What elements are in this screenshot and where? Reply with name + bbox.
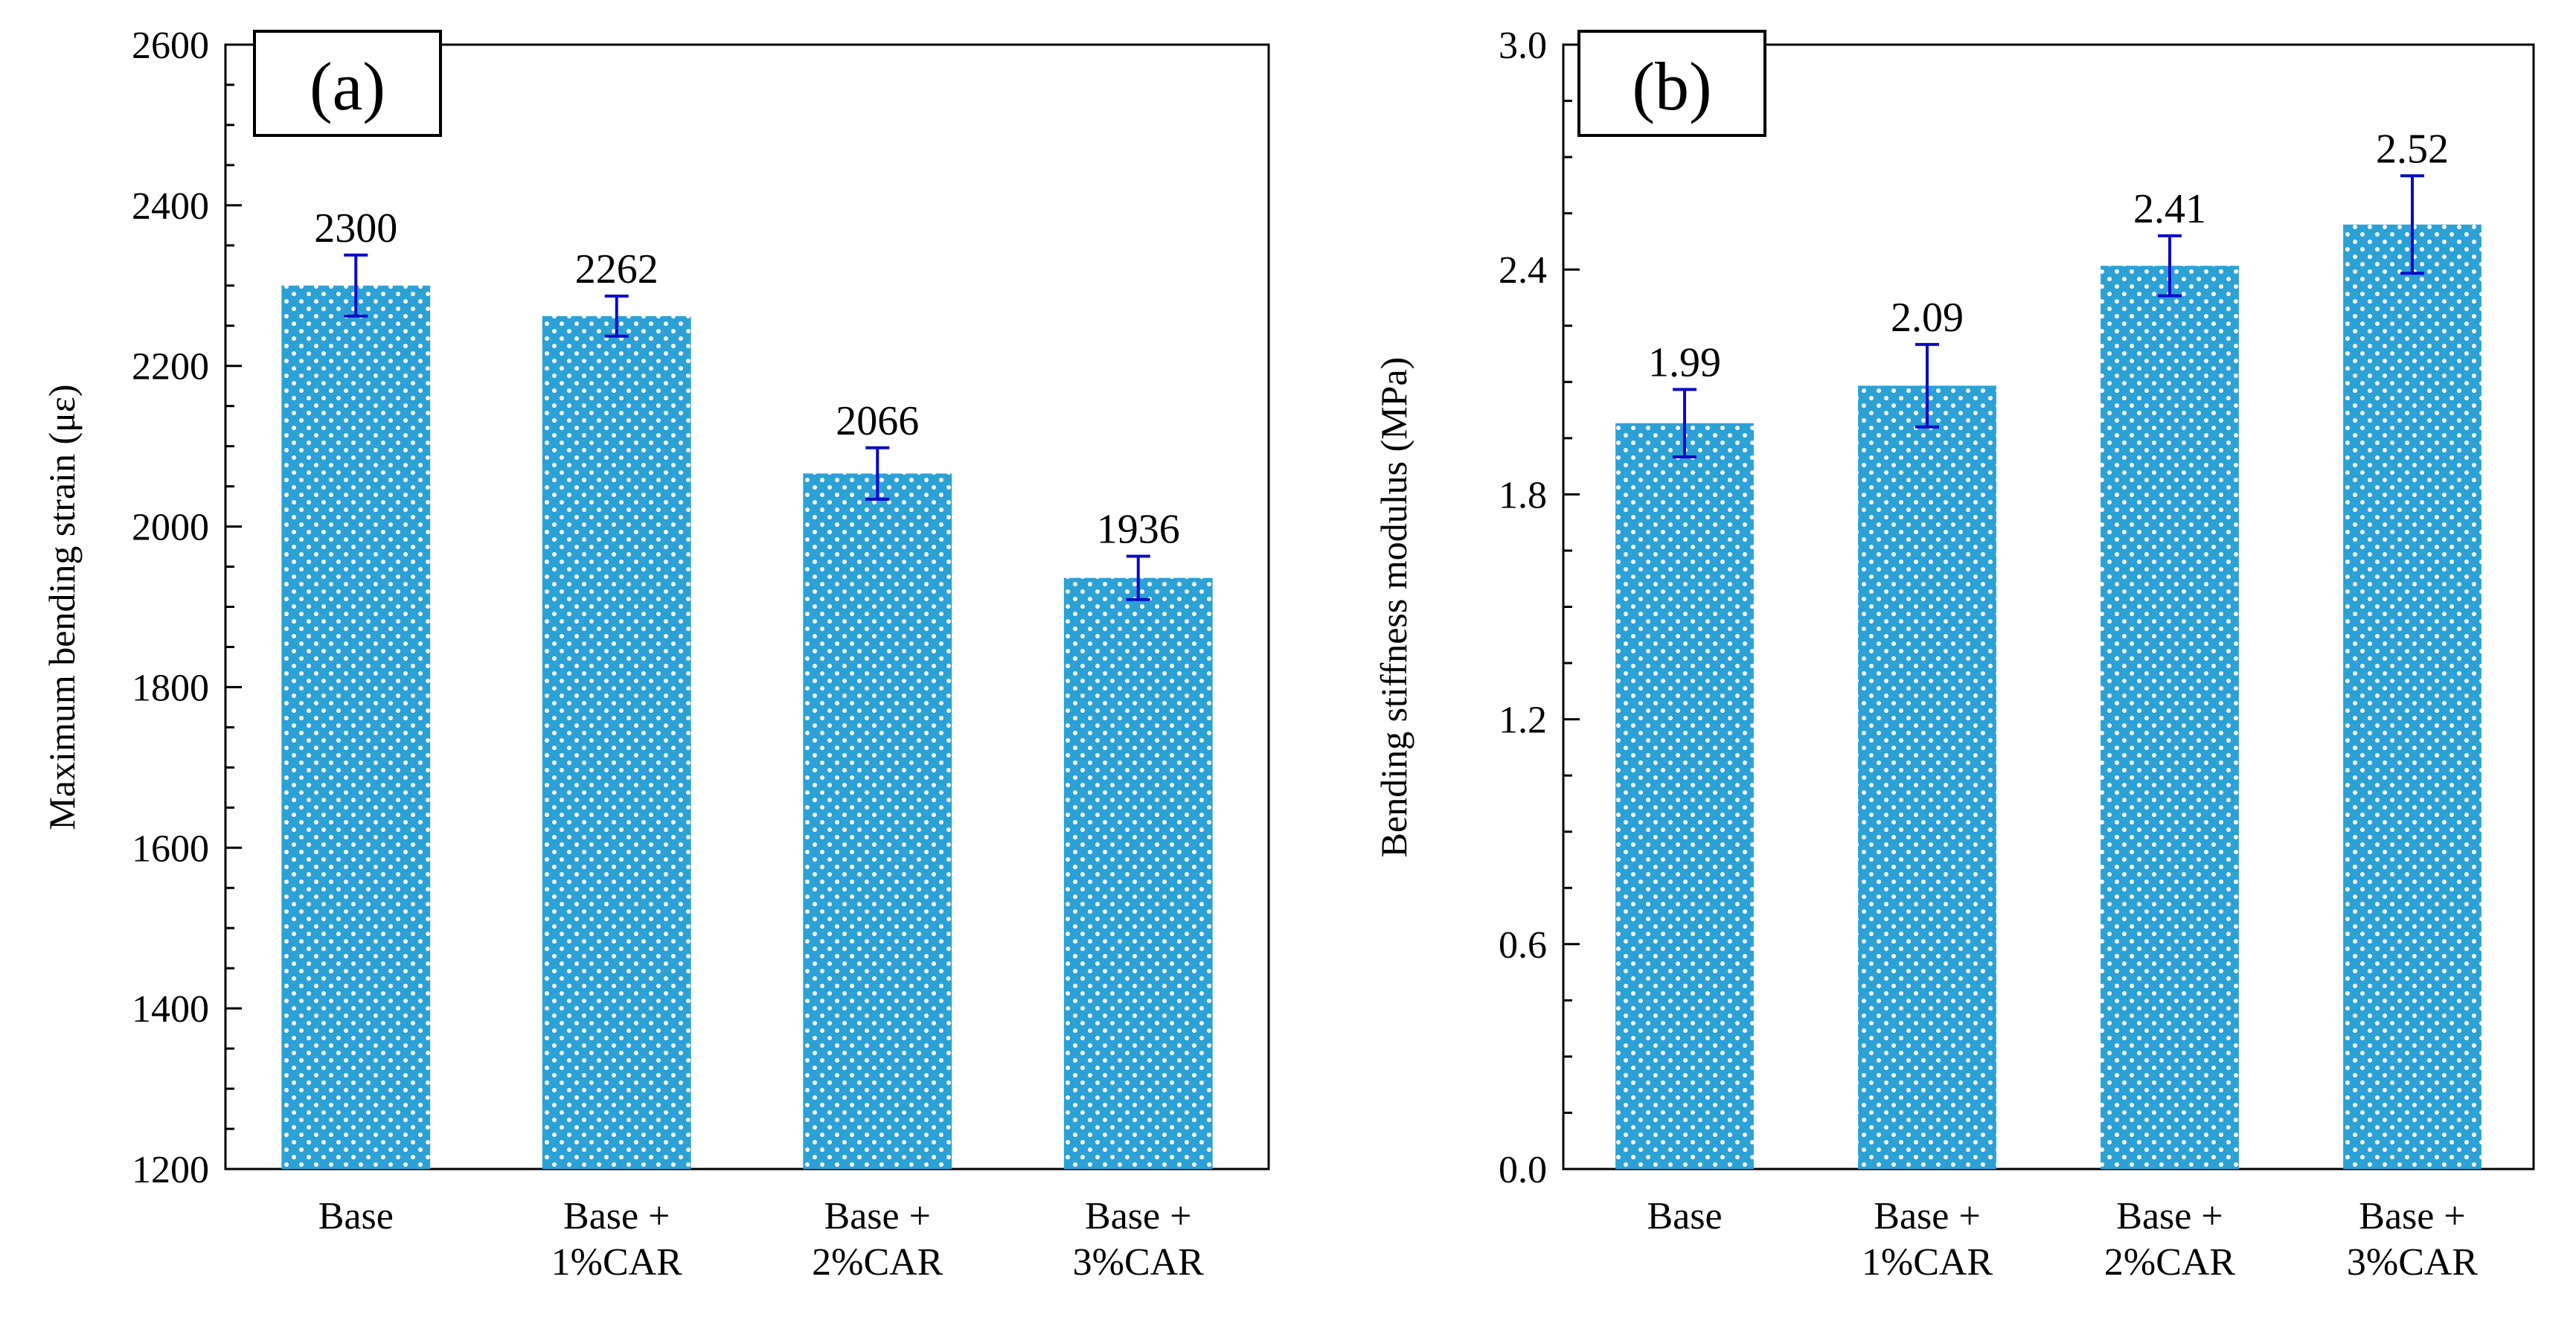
- x-category-label: Base +: [1874, 1195, 1980, 1237]
- x-category-label: 3%CAR: [2347, 1241, 2479, 1284]
- x-category-label: Base: [1647, 1195, 1722, 1237]
- bar: [1615, 423, 1754, 1169]
- bar-value-label: 2262: [575, 246, 659, 292]
- y-tick-label: 2600: [132, 25, 209, 67]
- x-category-label: 1%CAR: [1862, 1241, 1993, 1284]
- panel-label-box: [1577, 30, 1766, 137]
- x-category-label: 2%CAR: [812, 1241, 943, 1284]
- y-axis-title: Bending stiffness modulus (MPa): [1373, 357, 1414, 858]
- x-category-label: Base +: [824, 1195, 931, 1237]
- x-category-label: Base +: [563, 1195, 670, 1237]
- x-category-label: 1%CAR: [551, 1241, 683, 1284]
- y-tick-label: 2400: [132, 185, 209, 228]
- y-tick-label: 1.8: [1499, 474, 1547, 516]
- bar-value-label: 2.09: [1891, 295, 1964, 341]
- x-category-label: 2%CAR: [2104, 1241, 2236, 1284]
- y-tick-label: 1200: [132, 1149, 209, 1191]
- bar-value-label: 1936: [1097, 507, 1180, 553]
- y-axis-title: Maximum bending strain (με): [41, 384, 83, 830]
- bar: [2343, 224, 2482, 1169]
- bar-value-label: 2.41: [2133, 186, 2206, 232]
- y-tick-label: 0.6: [1499, 924, 1547, 967]
- bar-value-label: 1.99: [1648, 339, 1721, 385]
- bar-value-label: 2066: [836, 398, 919, 444]
- bar: [542, 316, 691, 1169]
- y-tick-label: 2.4: [1499, 249, 1547, 292]
- panel-b: 0.0 0.6 1.2 1.8 2.4 3.0 Bending stiffness modu…: [1373, 25, 2535, 1284]
- y-tick-label: 1600: [132, 827, 209, 870]
- x-category-label: Base +: [2359, 1195, 2465, 1237]
- bar: [1063, 577, 1213, 1169]
- panel-label-box: [253, 30, 442, 137]
- panel-label: (b): [1632, 48, 1711, 124]
- bar: [1858, 385, 1996, 1169]
- x-category-label: Base: [318, 1195, 394, 1237]
- panel-label: (a): [310, 48, 385, 124]
- bar-value-label: 2300: [314, 205, 397, 252]
- x-category-label: 3%CAR: [1073, 1241, 1205, 1284]
- x-category-label: Base +: [2116, 1195, 2223, 1237]
- y-tick-label: 0.0: [1499, 1149, 1547, 1191]
- bar: [281, 285, 431, 1170]
- y-tick-label: 3.0: [1499, 25, 1547, 67]
- bar: [2101, 266, 2239, 1169]
- panel-a: 1200 1400 1600 1800 2000 2200 2400 2600 Maximum …: [41, 25, 1270, 1284]
- y-tick-label: 1800: [132, 667, 209, 709]
- y-tick-label: 2000: [132, 507, 209, 549]
- bar-value-label: 2.52: [2376, 126, 2449, 172]
- y-tick-label: 1.2: [1499, 699, 1547, 742]
- x-category-label: Base +: [1085, 1195, 1191, 1237]
- y-tick-label: 2200: [132, 346, 209, 388]
- y-tick-label: 1400: [132, 988, 209, 1031]
- bar: [803, 473, 952, 1169]
